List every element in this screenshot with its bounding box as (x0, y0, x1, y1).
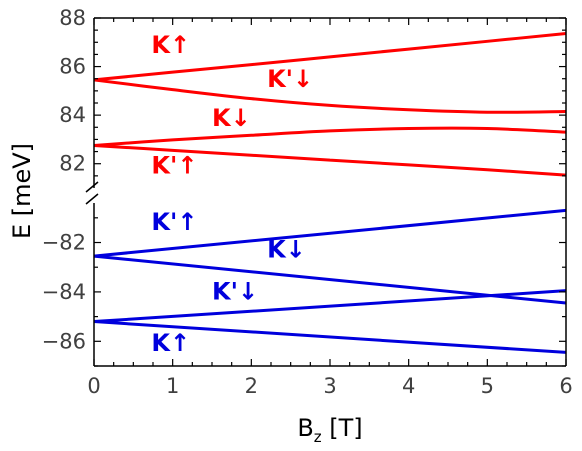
x-axis-title: Bz [T] (297, 414, 362, 446)
series-line-red-3 (93, 126, 567, 147)
series-line-red-1 (93, 32, 567, 82)
x-tick-label: 1 (166, 374, 179, 398)
x-axis-title-unit: [T] (322, 414, 363, 442)
y-tick-label: 86 (59, 55, 86, 79)
band-label-red: K↑ (151, 31, 190, 59)
band-labels: K↑ K'↓ K↓ K'↑ K'↑ K↓ K'↓ K↑ (151, 31, 313, 357)
band-label-blue: K↑ (151, 329, 190, 357)
data-lines (93, 32, 567, 354)
series-line-blue-7 (93, 289, 567, 324)
x-axis-title-main: B (297, 414, 313, 442)
y-tick-label: 88 (59, 6, 86, 30)
x-tick-label: 3 (323, 374, 336, 398)
band-label-red: K'↑ (151, 151, 197, 179)
series-line-blue-8 (93, 320, 567, 354)
axis-break-mark (85, 193, 99, 205)
y-tick-label: 84 (59, 103, 86, 127)
series-line-red-2 (93, 78, 567, 114)
y-tick-label: −82 (42, 231, 86, 255)
y-axis-title: E [meV] (8, 143, 36, 239)
x-tick-label: 2 (245, 374, 258, 398)
band-label-blue: K'↑ (151, 208, 197, 236)
y-tick-label: −84 (42, 280, 86, 304)
x-tick-label: 4 (402, 374, 415, 398)
ticks: 0 1 2 3 4 5 6 82 84 86 88 −86 −84 −82 (42, 6, 573, 398)
axis-break-mark (85, 181, 99, 193)
series-line-red-4 (93, 144, 567, 177)
band-label-blue: K↓ (267, 235, 306, 263)
series-line-blue-5 (93, 208, 567, 258)
band-label-red: K'↓ (267, 65, 313, 93)
x-tick-label: 0 (87, 374, 100, 398)
x-axis-title-subscript: z (314, 428, 322, 446)
x-tick-label: 6 (559, 374, 572, 398)
band-label-red: K↓ (212, 104, 251, 132)
axes (85, 17, 567, 367)
y-tick-label: −86 (42, 329, 86, 353)
y-tick-label: 82 (59, 152, 86, 176)
x-tick-label: 5 (481, 374, 494, 398)
band-label-blue: K'↓ (212, 277, 258, 305)
